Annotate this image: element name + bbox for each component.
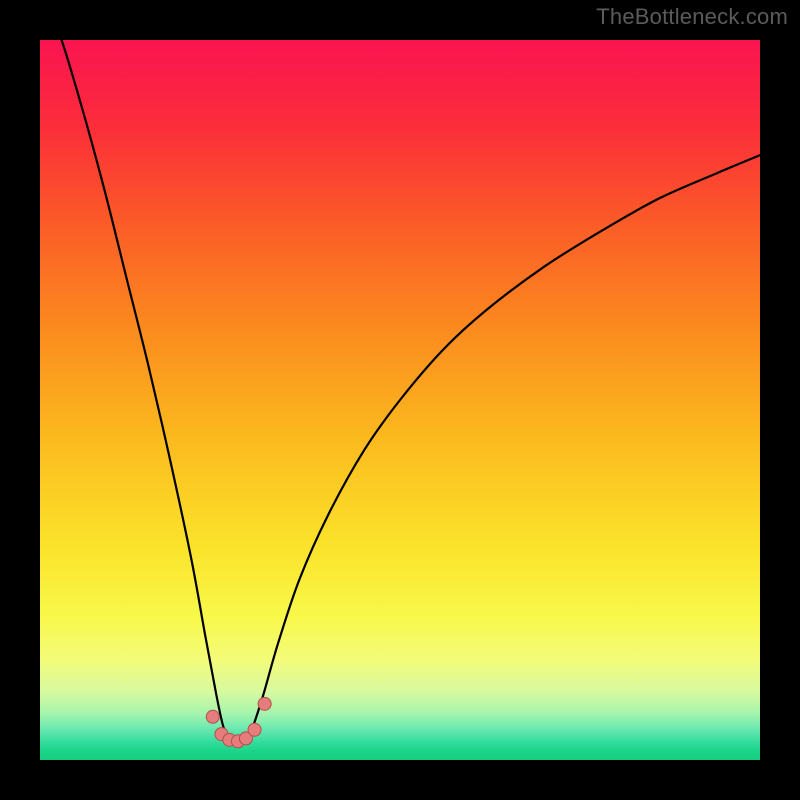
marker-point bbox=[248, 723, 261, 736]
chart-stage: TheBottleneck.com bbox=[0, 0, 800, 800]
marker-point bbox=[258, 697, 271, 710]
marker-point bbox=[206, 710, 219, 723]
chart-svg bbox=[0, 0, 800, 800]
